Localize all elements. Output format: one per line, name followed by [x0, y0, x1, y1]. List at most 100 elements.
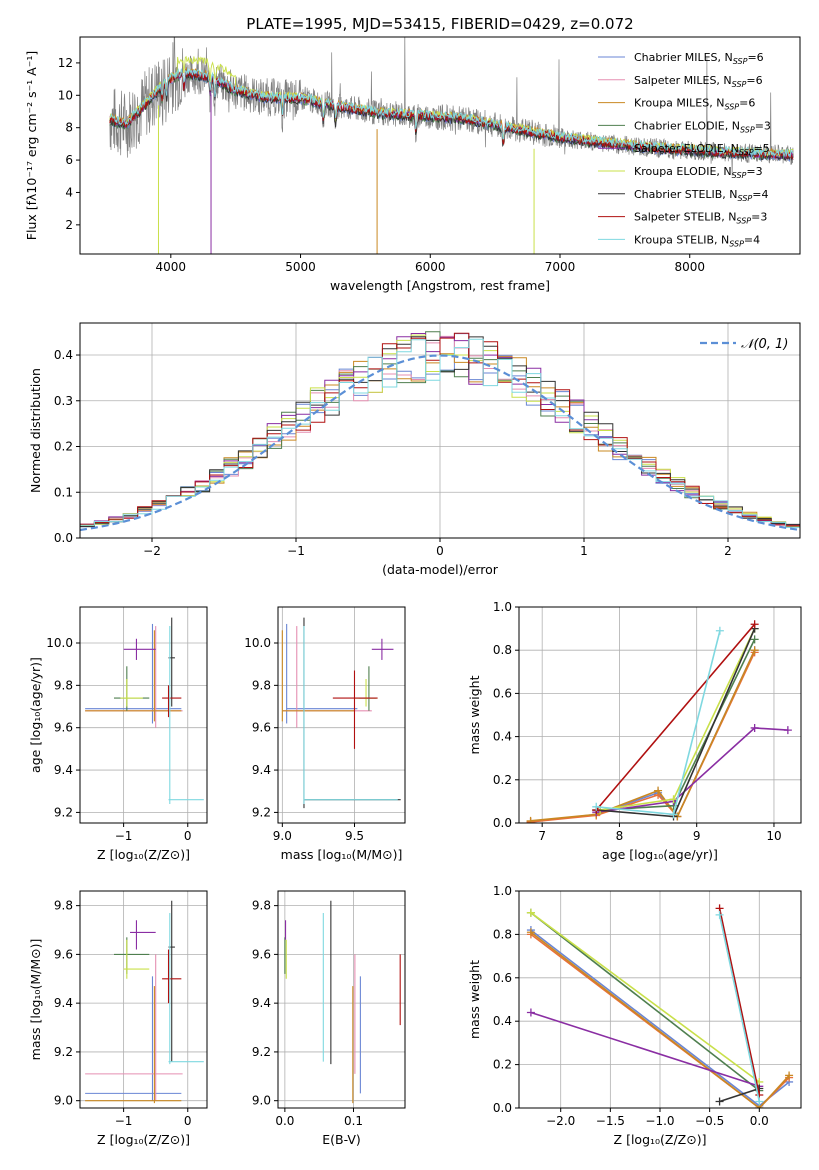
- x-tick-label: −1: [115, 1114, 133, 1128]
- plot-area: [281, 617, 401, 809]
- legend-label: Salpeter MILES, NSSP=6: [634, 74, 763, 89]
- data-point-marker: [750, 723, 759, 732]
- y-tick-label: 9.4: [252, 996, 271, 1010]
- y-tick-label: 10: [58, 88, 73, 102]
- series-line: [530, 1011, 760, 1088]
- x-tick-label: −1: [115, 829, 133, 843]
- spectrum-model-line: [109, 67, 794, 158]
- x-tick-label: 9.0: [273, 829, 292, 843]
- series-line: [718, 914, 761, 1102]
- spectrum-model-line: [109, 55, 794, 158]
- y-axis-label: mass weight: [467, 675, 482, 754]
- y-tick-label: 2: [65, 218, 73, 232]
- panel-age_vs_mass: 9.0 9.5 9.2 9.4 9.6 9.8 10.0 mass [log₁₀(M/M⊙)]: [244, 606, 406, 862]
- legend-label: Salpeter STELIB, NSSP=3: [634, 211, 767, 226]
- data-point-marker: [755, 1097, 764, 1106]
- axes-frame: [518, 606, 802, 824]
- axes-frame: [79, 36, 801, 255]
- series-line: [530, 912, 760, 1083]
- y-tick-label: 0.1: [54, 485, 73, 499]
- y-tick-label: 8: [65, 121, 73, 135]
- y-axis-label: mass weight: [467, 960, 482, 1039]
- data-point-marker: [592, 802, 601, 811]
- x-tick-label: 5000: [285, 260, 316, 274]
- y-tick-label: 9.6: [252, 947, 271, 961]
- axes-frame: [79, 606, 208, 824]
- x-axis-label: (data-model)/error: [382, 562, 499, 577]
- axes-frame: [277, 606, 406, 824]
- y-tick-label: 6: [65, 153, 73, 167]
- x-tick-label: −0.5: [695, 1114, 724, 1128]
- legend-label: 𝒩(0, 1): [741, 337, 788, 352]
- y-tick-label: 0.0: [493, 816, 512, 830]
- x-tick-label: 10: [766, 829, 781, 843]
- y-tick-label: 0.6: [493, 971, 512, 985]
- y-tick-label: 0.4: [493, 730, 512, 744]
- plot-area: [85, 900, 204, 1104]
- x-tick-label: −2.0: [546, 1114, 575, 1128]
- x-tick-label: −2: [143, 544, 161, 558]
- figure-title: PLATE=1995, MJD=53415, FIBERID=0429, z=0…: [246, 15, 633, 33]
- x-tick-label: 0.0: [275, 1114, 294, 1128]
- data-point-marker: [750, 620, 759, 629]
- y-tick-label: 9.2: [252, 805, 271, 819]
- y-tick-label: 9.8: [252, 899, 271, 913]
- y-axis-label: Flux [fλ10⁻¹⁷ erg cm⁻² s⁻¹ A⁻¹]: [24, 51, 39, 240]
- y-tick-label: 12: [58, 56, 73, 70]
- y-tick-label: 9.6: [54, 721, 73, 735]
- panel-residuals: −2 −1 0 1 2 0.0 0.1 0.2 0.3 0.4 (data-model)/error…: [28, 322, 801, 577]
- y-tick-label: 0.6: [493, 686, 512, 700]
- x-tick-label: −1.5: [596, 1114, 625, 1128]
- legend-label: Kroupa STELIB, NSSP=4: [634, 233, 760, 248]
- series-line: [599, 628, 756, 811]
- legend-label: Salpeter ELODIE, NSSP=5: [634, 142, 770, 157]
- legend-label: Kroupa ELODIE, NSSP=3: [634, 165, 763, 180]
- series-line: [596, 628, 756, 818]
- axes-frame: [79, 322, 801, 539]
- y-tick-label: 10.0: [244, 636, 271, 650]
- y-tick-label: 0.8: [493, 643, 512, 657]
- plot-area: [109, 37, 794, 254]
- x-tick-label: 0: [184, 829, 192, 843]
- series-line: [595, 623, 756, 811]
- x-tick-label: 0: [184, 1114, 192, 1128]
- series-line: [530, 931, 790, 1108]
- data-point-marker: [750, 646, 759, 655]
- x-axis-label: mass [log₁₀(M/M⊙)]: [281, 847, 403, 862]
- x-axis-label: Z [log₁₀(Z/Z⊙)]: [97, 847, 190, 862]
- data-point-marker: [526, 816, 535, 823]
- panel-age_vs_Z: −1 0 9.2 9.4 9.6 9.8 10.0 Z [log₁₀(Z/Z⊙)] age [l…: [28, 606, 208, 862]
- data-point-marker: [715, 626, 724, 635]
- axes-frame: [277, 890, 406, 1109]
- y-tick-label: 9.4: [54, 763, 73, 777]
- legend-label: Kroupa MILES, NSSP=6: [634, 97, 755, 112]
- x-tick-label: 4000: [156, 260, 187, 274]
- data-point-marker: [750, 635, 759, 644]
- y-tick-label: 0.0: [493, 1101, 512, 1115]
- y-tick-label: 9.6: [54, 947, 73, 961]
- legend-label: Chabrier STELIB, NSSP=4: [634, 188, 768, 203]
- plot-area: [284, 900, 401, 1104]
- y-axis-label: Normed distribution: [28, 368, 43, 493]
- x-axis-label: wavelength [Angstrom, rest frame]: [330, 278, 550, 293]
- data-point-marker: [526, 908, 535, 917]
- y-tick-label: 9.2: [54, 1045, 73, 1059]
- legend-label: Chabrier ELODIE, NSSP=3: [634, 119, 771, 134]
- panel-weight_vs_age: 7 8 9 10 0.0 0.2 0.4 0.6 0.8 1.0 age [log₁₀(age/yr…: [467, 600, 802, 862]
- panel-mass_vs_ebv: 0.0 0.1 9.0 9.2 9.4 9.6 9.8 E(B-V): [252, 890, 406, 1147]
- y-tick-label: 0.2: [493, 1058, 512, 1072]
- data-point-marker: [785, 1071, 794, 1080]
- panel-mass_vs_Z: −1 0 9.0 9.2 9.4 9.6 9.8 Z [log₁₀(Z/Z⊙)] mass [l…: [28, 890, 208, 1147]
- y-tick-label: 9.8: [54, 899, 73, 913]
- data-point-marker: [526, 1008, 535, 1017]
- x-tick-label: 0.0: [750, 1114, 769, 1128]
- y-tick-label: 9.2: [54, 805, 73, 819]
- x-tick-label: 7000: [545, 260, 576, 274]
- y-tick-label: 9.2: [252, 1045, 271, 1059]
- panel-spectrum: 4000 5000 6000 7000 8000 2 4 6 8 10 12 wavelength […: [24, 36, 801, 293]
- data-point-marker: [783, 726, 792, 735]
- y-tick-label: 1.0: [493, 600, 512, 614]
- y-tick-label: 0.2: [54, 440, 73, 454]
- y-tick-label: 0.8: [493, 927, 512, 941]
- x-tick-label: 2: [724, 544, 732, 558]
